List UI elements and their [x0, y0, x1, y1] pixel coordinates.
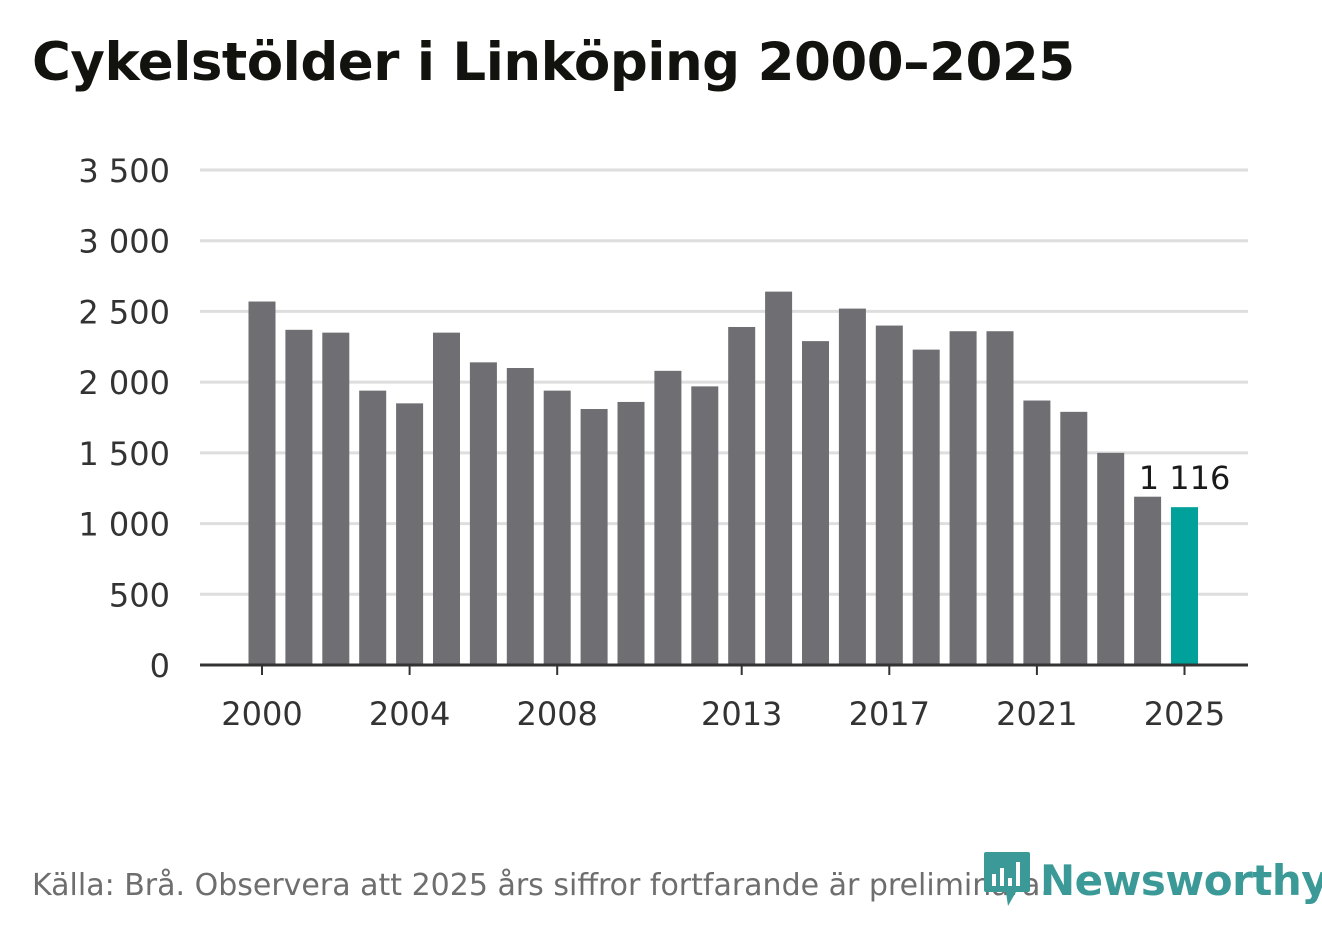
bar-2010 [617, 401, 645, 665]
x-tick-label: 2000 [221, 695, 302, 733]
bar-2014 [765, 291, 793, 665]
bar-2003 [359, 390, 387, 665]
bar-2009 [580, 409, 608, 665]
x-tick-label: 2004 [369, 695, 450, 733]
y-tick-label: 1 500 [78, 435, 170, 473]
source-note: Källa: Brå. Observera att 2025 års siffr… [32, 868, 1050, 903]
bar-2011 [654, 370, 682, 665]
bar-2012 [691, 386, 719, 665]
y-tick-label: 0 [150, 647, 170, 685]
bar-2005 [433, 332, 460, 665]
x-axis: 2000 2004 2008 2013 2017 2021 2025 [200, 663, 1248, 733]
bar-2016 [838, 308, 866, 665]
x-tick-label: 2008 [516, 695, 597, 733]
bar-2007 [506, 368, 534, 665]
bar-2021 [1023, 400, 1051, 665]
bar-2023 [1097, 452, 1125, 665]
data-labels: 1 116 [1139, 459, 1231, 497]
bar-2017 [875, 325, 903, 665]
bar-2015 [802, 341, 829, 665]
bars [248, 291, 1198, 665]
x-tick-label: 2025 [1144, 695, 1225, 733]
x-tick-label: 2017 [849, 695, 930, 733]
bar-2000 [248, 301, 276, 665]
y-tick-label: 1 000 [78, 506, 170, 544]
bar-2004 [396, 403, 424, 665]
bar-2024 [1134, 496, 1162, 665]
x-tick-label: 2013 [701, 695, 782, 733]
chart-title: Cykelstölder i Linköping 2000–2025 [32, 32, 1075, 93]
bar-2022 [1060, 411, 1088, 665]
x-tick-label: 2021 [996, 695, 1077, 733]
bar-2001 [285, 329, 313, 665]
bar-2002 [322, 332, 350, 665]
y-axis-ticks: 0 500 1 000 1 500 2 000 2 500 3 000 3 500 [78, 152, 170, 685]
newsworthy-logo-icon [984, 852, 1030, 906]
bar-2020 [986, 331, 1014, 665]
y-tick-label: 3 000 [78, 223, 170, 261]
gridlines [200, 168, 1248, 596]
y-tick-label: 2 500 [78, 293, 170, 331]
y-tick-label: 2 000 [78, 364, 170, 402]
bar-2025 [1171, 507, 1198, 665]
bar-2019 [949, 331, 977, 665]
newsworthy-logo-text: Newsworthy [1040, 855, 1322, 905]
y-tick-label: 500 [109, 576, 170, 614]
bar-2006 [469, 362, 497, 665]
newsworthy-logo[interactable]: Newsworthy [982, 850, 1322, 910]
y-tick-label: 3 500 [78, 152, 170, 190]
bar-2013 [728, 326, 756, 665]
highlight-value-label: 1 116 [1139, 459, 1231, 497]
bar-2018 [912, 349, 940, 665]
bar-2008 [543, 390, 571, 665]
